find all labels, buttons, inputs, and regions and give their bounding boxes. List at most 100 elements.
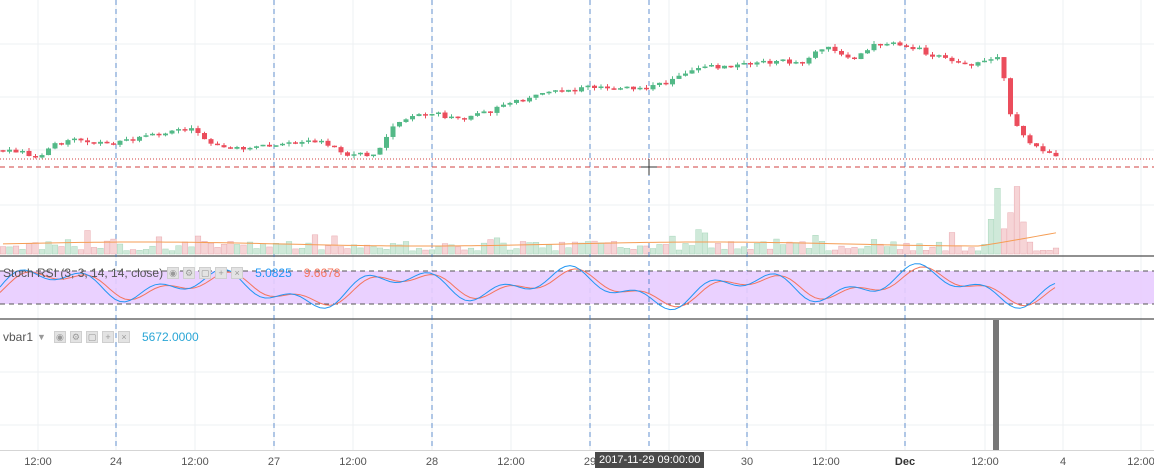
candle-body (917, 47, 922, 50)
candle-body (845, 54, 851, 58)
volume-bar (422, 249, 429, 255)
volume-bar (942, 250, 949, 255)
volume-bar (441, 243, 449, 255)
candle-body (709, 65, 714, 67)
candle-body (507, 102, 513, 105)
candle-body (858, 53, 864, 60)
eye-icon[interactable]: ◉ (53, 331, 66, 343)
vbar1-title[interactable]: vbar1 (3, 330, 34, 344)
volume-bar (552, 250, 559, 255)
volume-bar (383, 249, 390, 255)
candle-body (390, 126, 396, 137)
volume-bar (506, 249, 514, 255)
volume-bar (805, 248, 813, 255)
volume-bar (448, 244, 455, 255)
stoch-rsi-title[interactable]: Stoch RSI (3, 3, 14, 14, close) (3, 266, 164, 280)
volume-bar (571, 241, 579, 255)
volume-bar (136, 250, 143, 255)
candle-body (572, 89, 578, 92)
volume-bar (77, 249, 85, 255)
volume-bar (175, 245, 182, 255)
volume-bar (51, 244, 59, 255)
candle-body (163, 133, 168, 136)
candle-body (670, 78, 675, 85)
volume-bar (337, 246, 345, 255)
volume-bar (916, 243, 923, 255)
volume-bar (747, 249, 754, 255)
volume-bar (1026, 241, 1034, 255)
volume-bar (285, 241, 293, 255)
volume-bar (155, 236, 163, 255)
gear-icon[interactable]: ⚙ (183, 267, 196, 279)
candle-body (1021, 125, 1026, 136)
volume-bar (545, 244, 553, 255)
time-axis[interactable]: 12:00 24 12:00 27 12:00 28 12:00 29 12:00 30 12:00… (0, 450, 1154, 475)
candle-body (904, 45, 909, 47)
grid (0, 0, 1154, 450)
volume-bar (25, 243, 33, 255)
volume-bar (246, 241, 254, 255)
volume-bar (935, 241, 943, 255)
volume-bar (292, 248, 299, 255)
candle-body (676, 75, 682, 79)
volume-bar (298, 247, 306, 255)
candle-body (774, 60, 779, 64)
chevron-down-icon[interactable]: ▼ (37, 332, 46, 342)
volume-bar (58, 246, 65, 255)
eye-icon[interactable]: ◉ (167, 267, 180, 279)
candle-body (176, 129, 181, 131)
candle-body (878, 43, 883, 46)
volume-bar (558, 241, 566, 255)
volume-bar (435, 246, 442, 255)
candle-body (579, 87, 584, 92)
candle-body (85, 140, 90, 143)
candle-body (1014, 114, 1020, 126)
volume-bar (623, 247, 631, 255)
volume-bar (877, 243, 884, 255)
volume-bar (630, 248, 637, 255)
vbar1-legend: vbar1 ▼ ◉ ⚙ ▢ + × 5672.0000 (3, 330, 199, 344)
plus-icon[interactable]: + (215, 267, 228, 279)
candle-body (293, 142, 298, 144)
volume-bar (233, 244, 241, 255)
volume-bar (415, 248, 423, 255)
volume-bar (922, 250, 930, 255)
candle-body (13, 149, 19, 153)
close-icon[interactable]: × (117, 331, 130, 343)
candle-body (494, 106, 500, 113)
volume-bar (890, 241, 897, 255)
vbar1-bar (993, 320, 999, 450)
gear-icon[interactable]: ⚙ (69, 331, 82, 343)
time-tick-label: 12:00 (971, 456, 999, 468)
candle-body (65, 140, 71, 145)
candle-body (46, 148, 51, 156)
candle-body (930, 54, 935, 57)
plus-icon[interactable]: + (101, 331, 114, 343)
volume-bar (766, 248, 774, 255)
volume-bar (500, 242, 507, 255)
candle-body (91, 142, 97, 144)
volume-bar (1033, 250, 1040, 255)
volume-ma-line (2, 232, 1057, 247)
volume-bar (844, 248, 852, 255)
candle-body (546, 91, 552, 94)
candle-body (345, 152, 350, 156)
candle-body (767, 60, 773, 64)
square-icon[interactable]: ▢ (85, 331, 98, 343)
volume-bar (123, 250, 130, 255)
candle-body (254, 146, 259, 148)
candle-body (806, 57, 812, 64)
candle-body (429, 114, 435, 116)
square-icon[interactable]: ▢ (199, 267, 212, 279)
candle-body (364, 152, 370, 157)
volume-bar (201, 241, 208, 255)
close-icon[interactable]: × (231, 267, 244, 279)
candle-body (1001, 57, 1007, 79)
candle-body (39, 155, 45, 158)
volume-bar (708, 247, 715, 255)
candle-body (410, 116, 415, 120)
candle-body (780, 59, 786, 61)
volume-bar (129, 249, 137, 255)
candle-body (52, 143, 58, 149)
